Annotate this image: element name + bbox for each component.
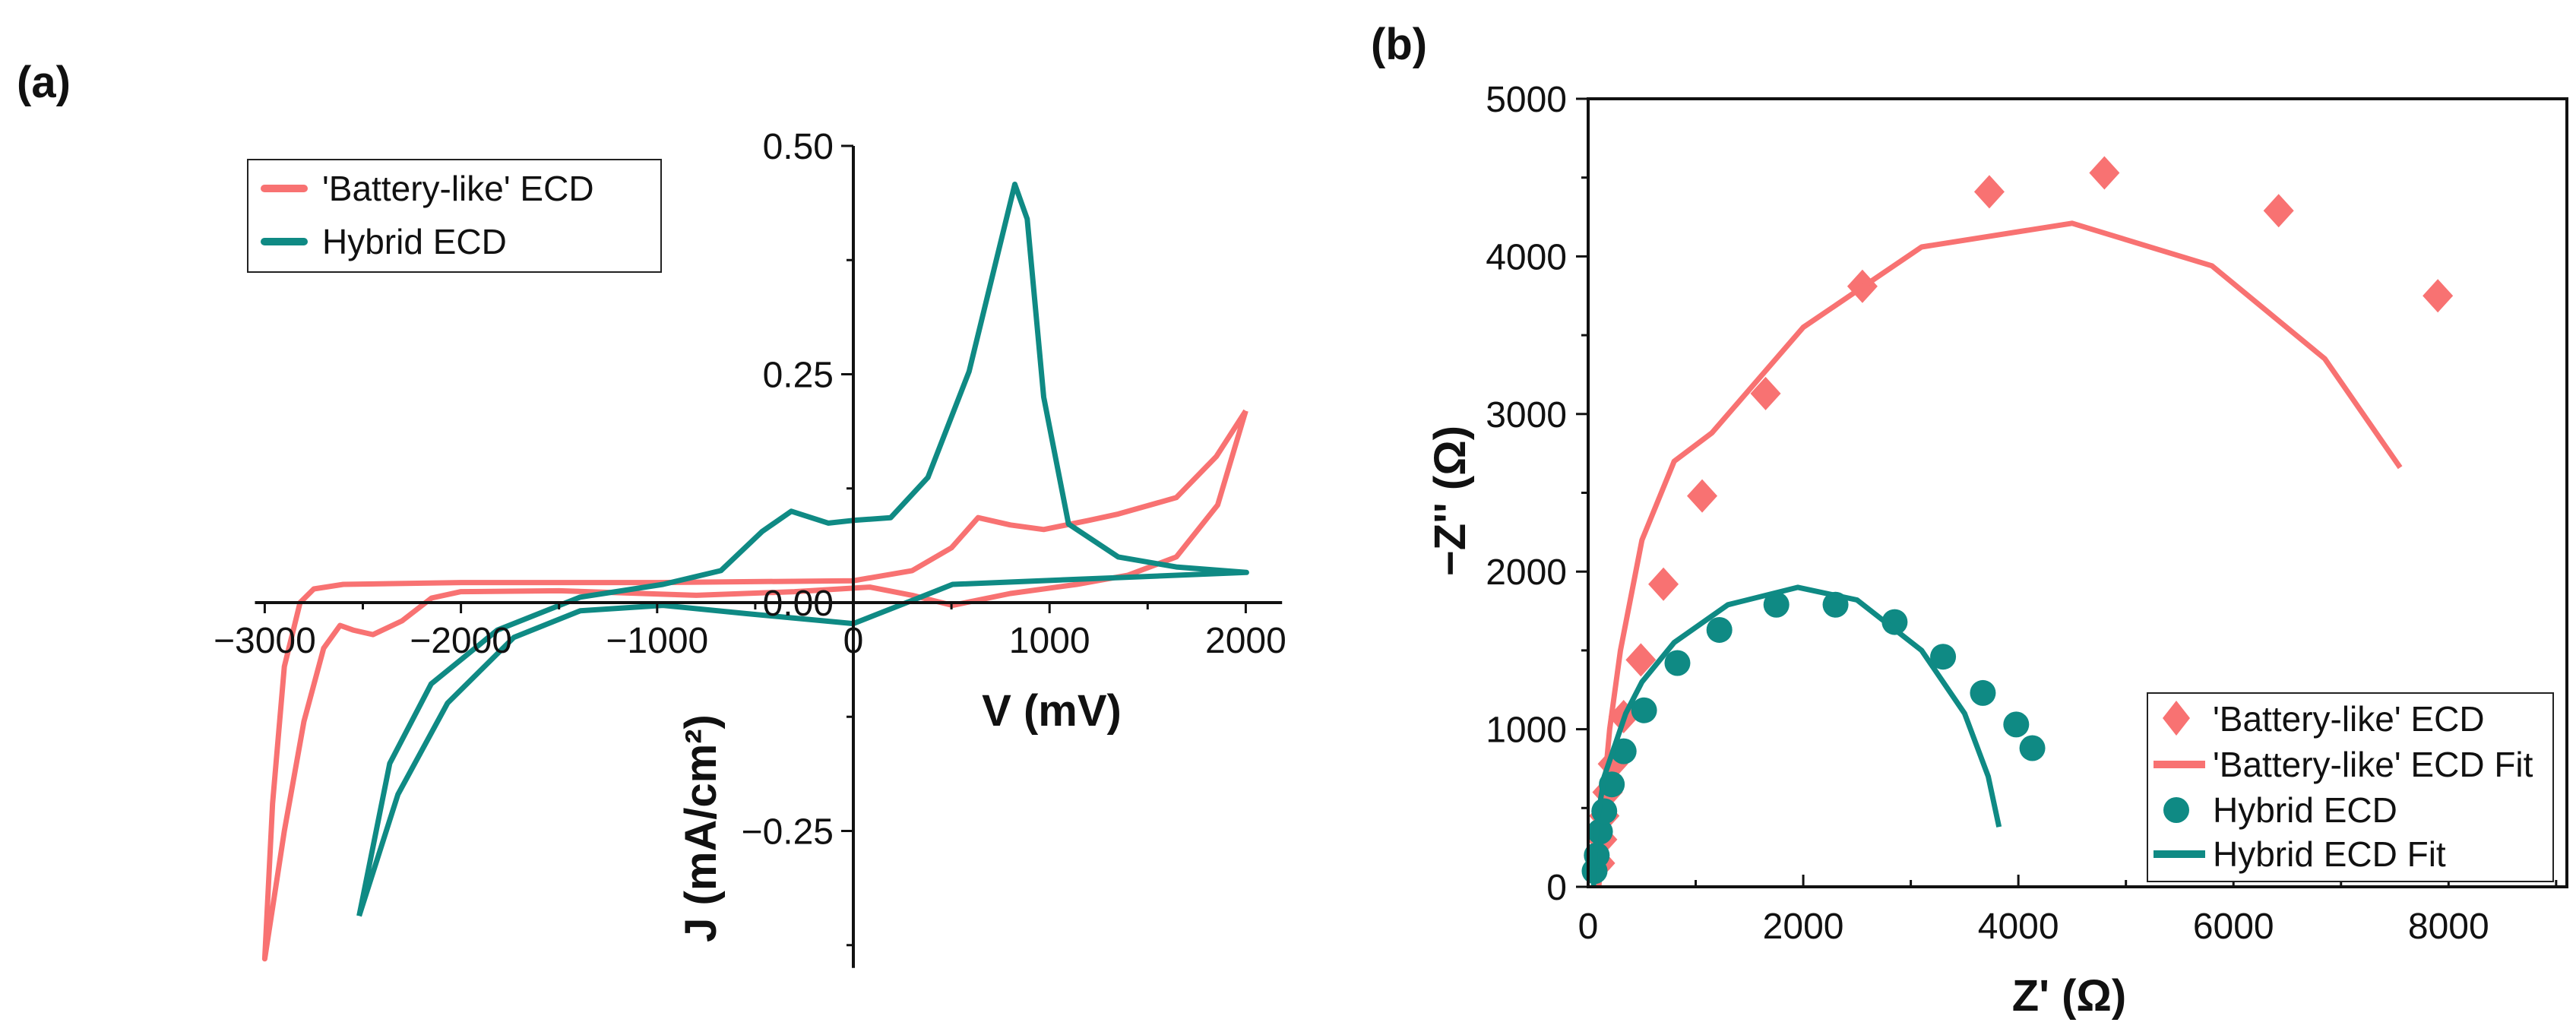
panel-b-series xyxy=(1581,156,2454,888)
data-point-diamond xyxy=(2263,194,2294,228)
data-point-diamond xyxy=(1648,567,1679,601)
y-tick-label-a: 0.50 xyxy=(763,127,834,167)
data-point-diamond xyxy=(2423,279,2454,313)
legend-a-box xyxy=(247,159,662,273)
data-point-circle xyxy=(2003,711,2030,738)
x-tick-label-b: 4000 xyxy=(1978,907,2059,947)
panel-b-label: (b) xyxy=(1371,20,1427,69)
data-point-circle xyxy=(1930,644,1957,670)
y-tick-label-a: −0.25 xyxy=(742,812,834,853)
x-tick-label-a: −3000 xyxy=(214,621,316,661)
y-axis-title-a: J (mA/cm²) xyxy=(676,714,726,942)
x-tick-label-a: 0 xyxy=(843,621,864,661)
panel-a-series xyxy=(261,182,1249,962)
x-tick-label-a: 2000 xyxy=(1205,621,1286,661)
y-axis-title-b: −Z'' (Ω) xyxy=(1426,426,1475,576)
panel-b-nyquist-chart: (b) 0 2000 4000 6000 8000 0 1000 2000 3000 4000 50… xyxy=(1371,20,2568,1021)
panel-a-label: (a) xyxy=(17,58,71,107)
y-tick-label-b: 1000 xyxy=(1486,711,1567,751)
legend-b-hybrid-circle-icon xyxy=(2163,797,2189,823)
y-tick-label-b: 0 xyxy=(1546,868,1567,908)
data-point-diamond xyxy=(2089,156,2120,190)
panel-a-cv-chart: (a) −3000 −2000 −1000 0 1000 2000 −0.25 0.00 0.2… xyxy=(17,58,1286,968)
legend-b-battery-label: 'Battery-like' ECD xyxy=(2213,699,2485,739)
data-point-diamond xyxy=(1750,376,1781,410)
legend-b-hybrid-fit-label: Hybrid ECD Fit xyxy=(2213,834,2446,874)
legend-a-battery-label: 'Battery-like' ECD xyxy=(322,169,594,208)
y-tick-label-b: 3000 xyxy=(1486,395,1567,435)
panel-b-axes: 0 2000 4000 6000 8000 0 1000 2000 3000 4000 5000 xyxy=(1486,80,2568,947)
y-tick-label-b: 4000 xyxy=(1486,237,1567,277)
x-tick-label-a: 1000 xyxy=(1009,621,1090,661)
x-axis-title-b: Z' (Ω) xyxy=(2012,971,2126,1021)
data-point-circle xyxy=(1664,650,1691,676)
panel-a-axes: −3000 −2000 −1000 0 1000 2000 −0.25 0.00 0.25 0.5… xyxy=(214,127,1286,968)
legend-b: 'Battery-like' ECD 'Battery-like' ECD Fi… xyxy=(2147,692,2554,882)
data-point-circle xyxy=(1706,616,1733,643)
data-point-circle xyxy=(1881,609,1908,635)
legend-a-hybrid-label: Hybrid ECD xyxy=(322,222,507,261)
y-tick-label-b: 5000 xyxy=(1486,80,1567,120)
data-point-circle xyxy=(1631,697,1657,723)
fit-line-hybrid xyxy=(1590,584,2002,888)
series-line-battery-like xyxy=(261,409,1248,962)
x-tick-label-a: −2000 xyxy=(410,621,512,661)
legend-b-hybrid-label: Hybrid ECD xyxy=(2213,790,2397,830)
legend-a: 'Battery-like' ECD Hybrid ECD xyxy=(247,159,662,273)
data-point-circle xyxy=(2019,735,2046,761)
x-tick-label-b: 0 xyxy=(1578,907,1599,947)
series-line-hybrid xyxy=(356,182,1249,917)
legend-b-battery-diamond-icon xyxy=(2163,701,2190,736)
data-point-diamond xyxy=(1973,175,2005,209)
fit-line-battery xyxy=(1596,220,2403,888)
data-point-circle xyxy=(1763,591,1790,618)
y-tick-label-a: 0.25 xyxy=(763,356,834,396)
x-tick-label-b: 2000 xyxy=(1763,907,1844,947)
legend-b-battery-fit-label: 'Battery-like' ECD Fit xyxy=(2213,745,2533,784)
data-point-diamond xyxy=(1625,643,1657,677)
x-tick-label-b: 8000 xyxy=(2408,907,2489,947)
x-tick-label-a: −1000 xyxy=(606,621,708,661)
y-tick-label-a: 0.00 xyxy=(763,584,834,624)
legend-b-box xyxy=(2147,692,2554,882)
x-tick-label-b: 6000 xyxy=(2193,907,2274,947)
y-tick-label-b: 2000 xyxy=(1486,552,1567,593)
data-point-diamond xyxy=(1687,479,1718,513)
data-point-circle xyxy=(1970,679,1996,706)
x-axis-title-a: V (mV) xyxy=(982,686,1122,736)
